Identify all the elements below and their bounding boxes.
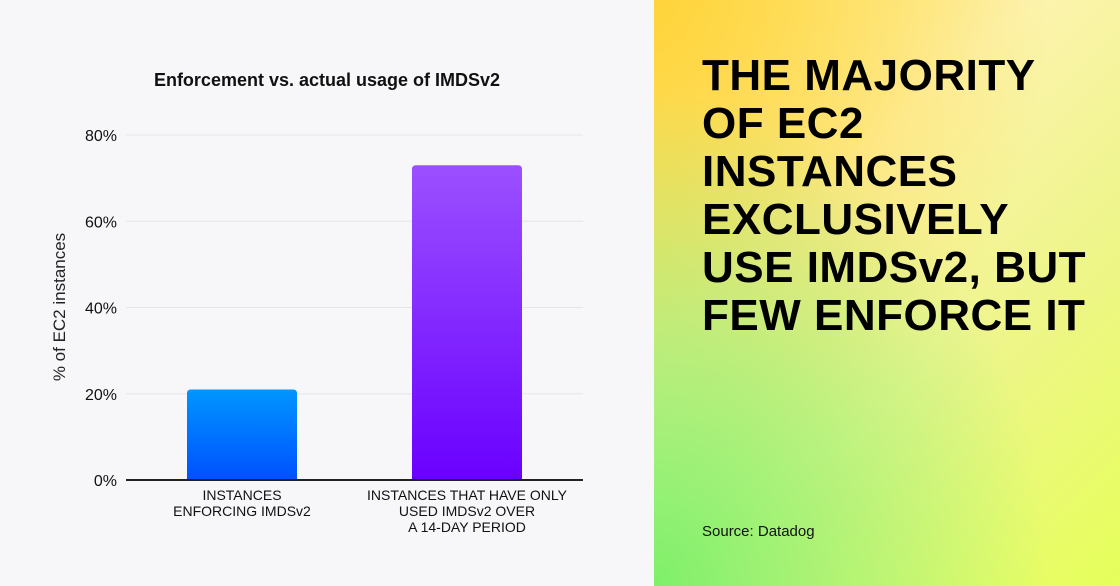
bar [187,389,297,480]
x-tick-label: USED IMDSv2 OVER [399,503,535,519]
x-tick-label: INSTANCES THAT HAVE ONLY [367,487,568,503]
bar-chart: % of EC2 instances 0% 20% 40% 60% 80% INSTANC… [50,128,583,535]
y-axis-label: % of EC2 instances [50,233,69,381]
y-tick-label: 40% [85,301,117,318]
x-tick-label: ENFORCING IMDSv2 [173,503,311,519]
source-note: Source: Datadog [702,523,815,540]
y-tick-label: 0% [94,473,117,490]
y-tick-label: 80% [85,128,117,145]
chart-panel: Enforcement vs. actual usage of IMDSv2 %… [50,70,583,535]
chart-title: Enforcement vs. actual usage of IMDSv2 [153,70,501,90]
headline: THE MAJORITY OF EC2 INSTANCES EXCLUSIVEL… [702,51,1087,340]
headline-panel: THE MAJORITY OF EC2 INSTANCES EXCLUSIVEL… [654,0,1120,586]
y-tick-label: 60% [85,214,117,231]
y-tick-label: 20% [85,387,117,404]
x-tick-label: A 14-DAY PERIOD [408,519,526,535]
bar [412,165,522,480]
x-tick-label: INSTANCES [202,487,281,503]
